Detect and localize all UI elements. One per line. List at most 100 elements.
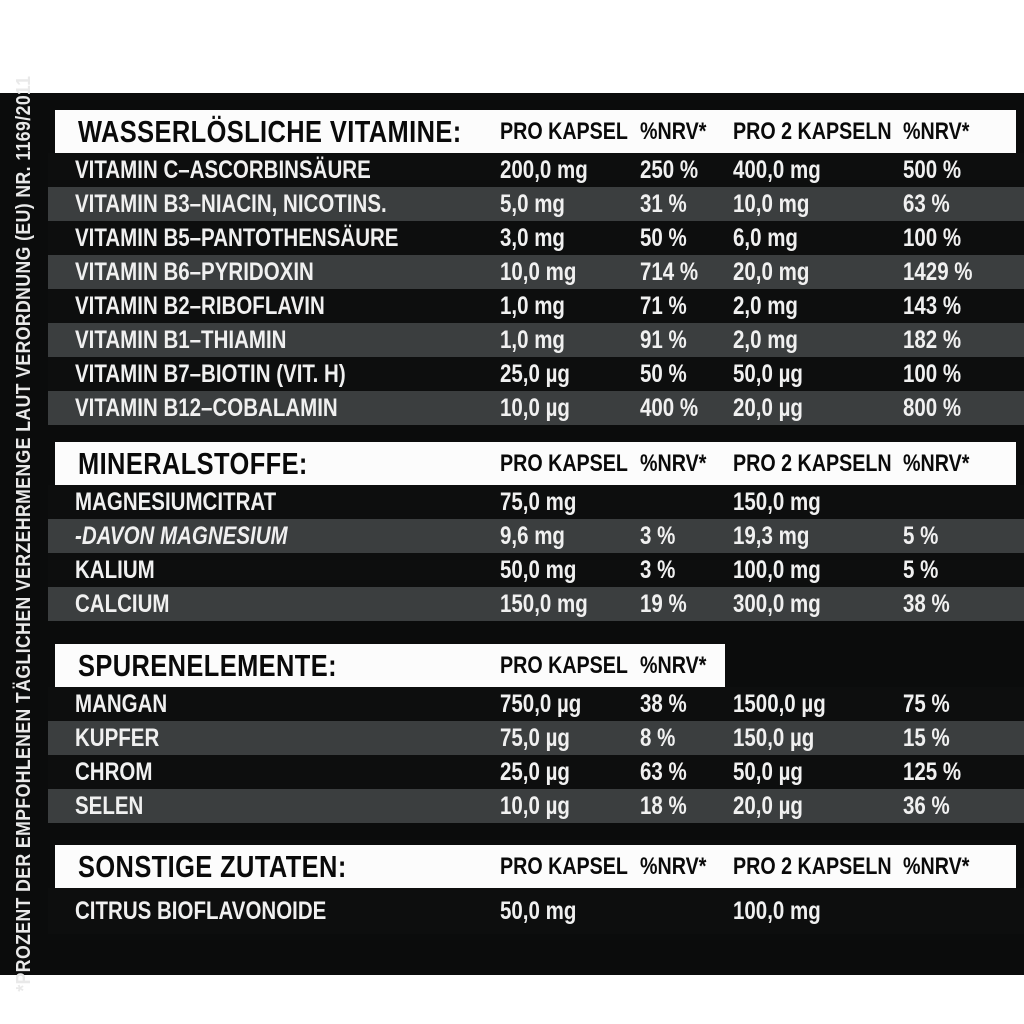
section-gap: [48, 425, 1024, 442]
column-header-nrv-2: %NRV*: [903, 852, 970, 880]
per-2-capsules-value: 6,0 mg: [733, 223, 798, 252]
nrv-per-2-capsules: 143 %: [903, 291, 962, 320]
table-row: MAGNESIUMCITRAT 75,0 mg 150,0 mg: [48, 485, 1024, 519]
column-header-nrv-2: %NRV*: [903, 449, 970, 477]
table-row: VITAMIN B5–PANTOTHENSÄURE 3,0 mg 50 % 6,…: [48, 221, 1024, 255]
per-capsule-value: 10,0 µg: [500, 791, 570, 820]
section-gap: [48, 823, 1024, 845]
column-header-pro-2-kapseln: PRO 2 KAPSELN: [733, 117, 892, 145]
table-row: KALIUM 50,0 mg 3 % 100,0 mg 5 %: [48, 553, 1024, 587]
per-2-capsules-value: 20,0 µg: [733, 791, 803, 820]
table-row: VITAMIN B12–COBALAMIN 10,0 µg 400 % 20,0…: [48, 391, 1024, 425]
section-header-background: [55, 110, 1016, 153]
per-2-capsules-value: 19,3 mg: [733, 521, 810, 550]
row-label: MANGAN: [75, 689, 168, 718]
nutrition-facts-table: *PROZENT DER EMPFOHLENEN TÄGLICHEN VERZE…: [0, 76, 1024, 992]
column-header-pro-kapsel: PRO KAPSEL: [500, 852, 628, 880]
nrv-per-2-capsules: [903, 493, 1024, 511]
nrv-per-capsule: 63 %: [640, 757, 687, 786]
per-capsule-value: 10,0 µg: [500, 393, 570, 422]
nrv-per-capsule: 8 %: [640, 723, 676, 752]
nrv-per-2-capsules: 5 %: [903, 555, 939, 584]
row-label: KALIUM: [75, 555, 155, 584]
section-header-background: [55, 845, 1016, 888]
table-row: VITAMIN B3–NIACIN, NICOTINS. 5,0 mg 31 %…: [48, 187, 1024, 221]
row-label: VITAMIN B1–THIAMIN: [75, 325, 287, 354]
column-header-nrv-1: %NRV*: [640, 651, 707, 679]
per-2-capsules-value: 150,0 mg: [733, 487, 821, 516]
section-header-spurenelemente: SPURENELEMENTE: PRO KAPSEL %NRV*: [48, 644, 1024, 687]
nrv-per-2-capsules: 500 %: [903, 155, 962, 184]
table-bottom-border: [48, 934, 1024, 975]
vitamin-rows: VITAMIN C–ASCORBINSÄURE 200,0 mg 250 % 4…: [48, 153, 1024, 425]
row-label: -DAVON MAGNESIUM: [75, 521, 288, 550]
per-capsule-value: 3,0 mg: [500, 223, 565, 252]
nrv-per-capsule: 38 %: [640, 689, 687, 718]
nrv-per-2-capsules: 125 %: [903, 757, 962, 786]
table-row: VITAMIN B7–BIOTIN (VIT. H) 25,0 µg 50 % …: [48, 357, 1024, 391]
trace-element-rows: MANGAN 750,0 µg 38 % 1500,0 µg 75 % KUPF…: [48, 687, 1024, 823]
nrv-per-2-capsules: 100 %: [903, 223, 962, 252]
nrv-per-2-capsules: 63 %: [903, 189, 950, 218]
per-capsule-value: 1,0 mg: [500, 325, 565, 354]
nrv-per-2-capsules: 5 %: [903, 521, 939, 550]
nrv-per-2-capsules: 75 %: [903, 689, 950, 718]
row-label: VITAMIN B6–PYRIDOXIN: [75, 257, 314, 286]
row-label: VITAMIN B7–BIOTIN (VIT. H): [75, 359, 346, 388]
row-label: CALCIUM: [75, 589, 170, 618]
column-header-nrv-2: %NRV*: [903, 117, 970, 145]
column-header-pro-2-kapseln: PRO 2 KAPSELN: [733, 449, 892, 477]
nrv-per-2-capsules: 15 %: [903, 723, 950, 752]
nrv-per-2-capsules: 182 %: [903, 325, 962, 354]
table-row: -DAVON MAGNESIUM 9,6 mg 3 % 19,3 mg 5 %: [48, 519, 1024, 553]
nrv-per-2-capsules: 38 %: [903, 589, 950, 618]
row-label: VITAMIN B5–PANTOTHENSÄURE: [75, 223, 399, 252]
row-label: CITRUS BIOFLAVONOIDE: [75, 896, 327, 925]
table-row: SELEN 10,0 µg 18 % 20,0 µg 36 %: [48, 789, 1024, 823]
table-row: CALCIUM 150,0 mg 19 % 300,0 mg 38 %: [48, 587, 1024, 621]
per-capsule-value: 150,0 mg: [500, 589, 588, 618]
nrv-per-2-capsules: 800 %: [903, 393, 962, 422]
nrv-per-capsule: 714 %: [640, 257, 699, 286]
row-label: CHROM: [75, 757, 153, 786]
nrv-per-capsule: [640, 493, 733, 511]
per-capsule-value: 10,0 mg: [500, 257, 577, 286]
nrv-per-capsule: 19 %: [640, 589, 687, 618]
per-capsule-value: 75,0 mg: [500, 487, 577, 516]
column-header-nrv-1: %NRV*: [640, 117, 707, 145]
column-header-nrv-1: %NRV*: [640, 852, 707, 880]
nrv-per-capsule: 400 %: [640, 393, 699, 422]
row-label: VITAMIN B2–RIBOFLAVIN: [75, 291, 325, 320]
table-row: CITRUS BIOFLAVONOIDE 50,0 mg 100,0 mg: [48, 888, 1024, 934]
per-2-capsules-value: 10,0 mg: [733, 189, 810, 218]
per-capsule-value: 75,0 µg: [500, 723, 570, 752]
per-2-capsules-value: 20,0 µg: [733, 393, 803, 422]
nrv-per-capsule: 3 %: [640, 521, 676, 550]
per-2-capsules-value: 100,0 mg: [733, 896, 821, 925]
per-2-capsules-value: 400,0 mg: [733, 155, 821, 184]
row-label: VITAMIN B3–NIACIN, NICOTINS.: [75, 189, 387, 218]
per-capsule-value: 750,0 µg: [500, 689, 582, 718]
per-2-capsules-value: 2,0 mg: [733, 291, 798, 320]
nrv-per-capsule: 50 %: [640, 359, 687, 388]
nrv-per-capsule: 91 %: [640, 325, 687, 354]
row-label: SELEN: [75, 791, 144, 820]
column-header-pro-2-kapseln: [733, 652, 903, 680]
table-content: WASSERLÖSLICHE VITAMINE: PRO KAPSEL %NRV…: [48, 93, 1024, 975]
section-header-background: [55, 442, 1016, 485]
row-label: VITAMIN C–ASCORBINSÄURE: [75, 155, 371, 184]
per-2-capsules-value: 1500,0 µg: [733, 689, 826, 718]
table-row: CHROM 25,0 µg 63 % 50,0 µg 125 %: [48, 755, 1024, 789]
per-2-capsules-value: 20,0 mg: [733, 257, 810, 286]
table-row: VITAMIN C–ASCORBINSÄURE 200,0 mg 250 % 4…: [48, 153, 1024, 187]
other-ingredient-rows: CITRUS BIOFLAVONOIDE 50,0 mg 100,0 mg: [48, 888, 1024, 934]
table-row: VITAMIN B2–RIBOFLAVIN 1,0 mg 71 % 2,0 mg…: [48, 289, 1024, 323]
nrv-per-capsule: 50 %: [640, 223, 687, 252]
nrv-per-2-capsules: 1429 %: [903, 257, 973, 286]
per-2-capsules-value: 150,0 µg: [733, 723, 815, 752]
per-2-capsules-value: 50,0 µg: [733, 757, 803, 786]
per-capsule-value: 1,0 mg: [500, 291, 565, 320]
mineral-rows: MAGNESIUMCITRAT 75,0 mg 150,0 mg -DAVON …: [48, 485, 1024, 621]
per-capsule-value: 25,0 µg: [500, 757, 570, 786]
